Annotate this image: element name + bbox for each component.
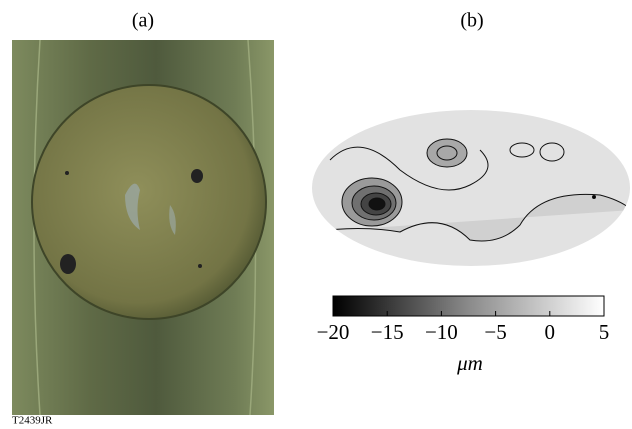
colorbar-tick-label: −10	[425, 320, 458, 344]
panel-label: (b)	[460, 10, 483, 32]
figure: (a) (b) −20−15−10−505 μm T2439J	[0, 0, 632, 429]
colorbar-tick-label: 0	[545, 320, 556, 344]
colorbar-tick-label: −15	[371, 320, 404, 344]
colorbar-tick-label: 5	[599, 320, 610, 344]
surface-map	[312, 110, 632, 266]
panel-label: (a)	[132, 10, 154, 32]
colorbar-unit: μm	[456, 351, 483, 375]
figure-code: T2439JR	[12, 415, 53, 427]
photo	[12, 40, 274, 415]
colorbar-tick-label: −20	[317, 320, 350, 344]
colorbar	[333, 296, 604, 316]
colorbar-tick-label: −5	[484, 320, 506, 344]
